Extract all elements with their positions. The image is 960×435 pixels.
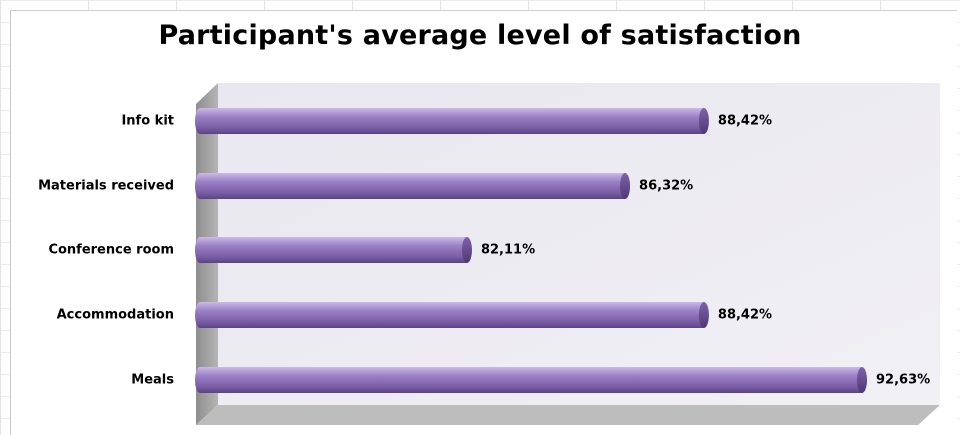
category-label: Conference room <box>48 242 174 258</box>
bar-start-cap <box>195 108 205 134</box>
chart-title: Participant's average level of satisfact… <box>158 20 802 51</box>
value-label: 88,42% <box>717 113 773 129</box>
bar-start-cap <box>195 237 205 263</box>
category-label: Accommodation <box>56 307 174 323</box>
category-label: Meals <box>131 372 174 388</box>
bar-start-cap <box>195 173 205 199</box>
bar-start-cap <box>195 302 205 328</box>
bar-end-cap <box>698 302 709 328</box>
bar-info-kit[interactable] <box>200 108 704 134</box>
value-label: 92,63% <box>876 372 931 388</box>
bar-end-cap <box>620 173 631 199</box>
bar-end-cap <box>698 108 709 134</box>
value-label: 88,42% <box>717 307 773 323</box>
bar-materials-received[interactable] <box>200 173 626 199</box>
category-label: Materials received <box>38 178 174 194</box>
bar-accommodation[interactable] <box>200 302 704 328</box>
value-label: 82,11% <box>480 242 536 258</box>
bar-series <box>195 108 867 393</box>
value-label: 86,32% <box>639 178 694 194</box>
bar-start-cap <box>195 367 205 393</box>
category-label: Info kit <box>121 113 174 129</box>
bar-meals[interactable] <box>200 367 862 393</box>
plot-floor <box>196 405 940 425</box>
bar-end-cap <box>461 237 472 263</box>
bar-end-cap <box>857 367 867 393</box>
bar-conference-room[interactable] <box>200 237 467 263</box>
